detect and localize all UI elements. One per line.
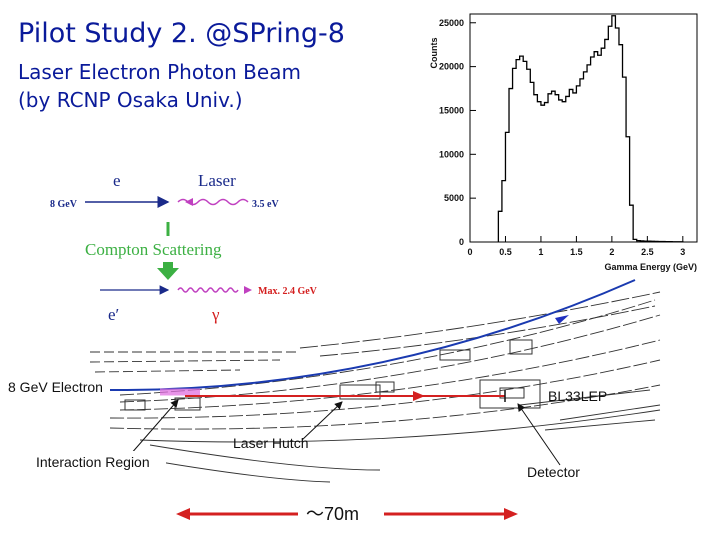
detector-label: Detector bbox=[527, 464, 580, 480]
max-energy-label: Max. 2.4 GeV bbox=[258, 286, 318, 297]
interaction-region-bg bbox=[32, 451, 166, 473]
photon-wave bbox=[177, 287, 239, 293]
orbit-arrowhead bbox=[555, 315, 569, 324]
y-tick-label: 25000 bbox=[439, 18, 464, 28]
x-tick-label: 3 bbox=[680, 247, 685, 257]
scattered-electron-label: e′ bbox=[108, 305, 119, 324]
x-tick-label: 0.5 bbox=[499, 247, 512, 257]
laser-hutch-pointer bbox=[301, 401, 343, 441]
interaction-region-label: Interaction Region bbox=[36, 454, 150, 470]
slide-subtitle-line2: (by RCNP Osaka Univ.) bbox=[18, 88, 243, 112]
histogram-plot-area bbox=[469, 13, 698, 243]
x-tick-label: 1 bbox=[538, 247, 543, 257]
histogram-frame bbox=[469, 13, 698, 243]
beamline-structures bbox=[124, 339, 541, 411]
x-tick-label: 0 bbox=[467, 247, 472, 257]
interaction-region-pointer bbox=[129, 399, 179, 456]
slide-title: Pilot Study 2. @SPring-8 bbox=[18, 18, 345, 49]
y-tick-label: 5000 bbox=[444, 193, 464, 203]
y-tick-label: 15000 bbox=[439, 105, 464, 115]
histogram-x-axis-label: Gamma Energy (GeV) bbox=[604, 262, 697, 272]
detector-pointer bbox=[517, 403, 561, 466]
laser-hutch-label: Laser Hutch bbox=[233, 435, 308, 451]
electron-energy-label: 8 GeV bbox=[50, 199, 78, 210]
electron-beam-label: 8 GeV Electron bbox=[8, 379, 103, 395]
y-tick-label: 0 bbox=[459, 237, 464, 247]
electron-label: e bbox=[113, 171, 121, 190]
laser-energy-label: 3.5 eV bbox=[252, 199, 279, 210]
x-tick-label: 1.5 bbox=[570, 247, 583, 257]
distance-label: ～70m bbox=[306, 504, 359, 524]
histogram-y-axis-label: Counts bbox=[429, 38, 439, 69]
distance-right-head bbox=[504, 508, 518, 520]
compton-down-arrow bbox=[157, 262, 179, 280]
photon-arrowhead bbox=[244, 286, 252, 294]
x-tick-label: 2 bbox=[609, 247, 614, 257]
histogram-x-ticks: 0 0.5 1 1.5 2 2.5 3 bbox=[467, 236, 685, 257]
y-tick-label: 20000 bbox=[439, 62, 464, 72]
histogram-y-ticks: 0 5000 10000 15000 20000 25000 bbox=[439, 18, 476, 247]
photon-label: γ bbox=[211, 305, 220, 324]
laser-arrowhead bbox=[185, 198, 193, 206]
distance-left-head bbox=[176, 508, 190, 520]
electron-orbit bbox=[109, 279, 636, 392]
laser-label: Laser bbox=[198, 171, 236, 190]
compton-scattering-label: Compton Scattering bbox=[85, 240, 222, 259]
slide-subtitle-line1: Laser Electron Photon Beam bbox=[18, 60, 301, 84]
y-tick-label: 10000 bbox=[439, 149, 464, 159]
photon-beam-arrowhead bbox=[413, 391, 425, 401]
histogram-series bbox=[497, 15, 684, 243]
beamline-name-label: BL33LEP bbox=[548, 388, 607, 404]
x-tick-label: 2.5 bbox=[641, 247, 654, 257]
